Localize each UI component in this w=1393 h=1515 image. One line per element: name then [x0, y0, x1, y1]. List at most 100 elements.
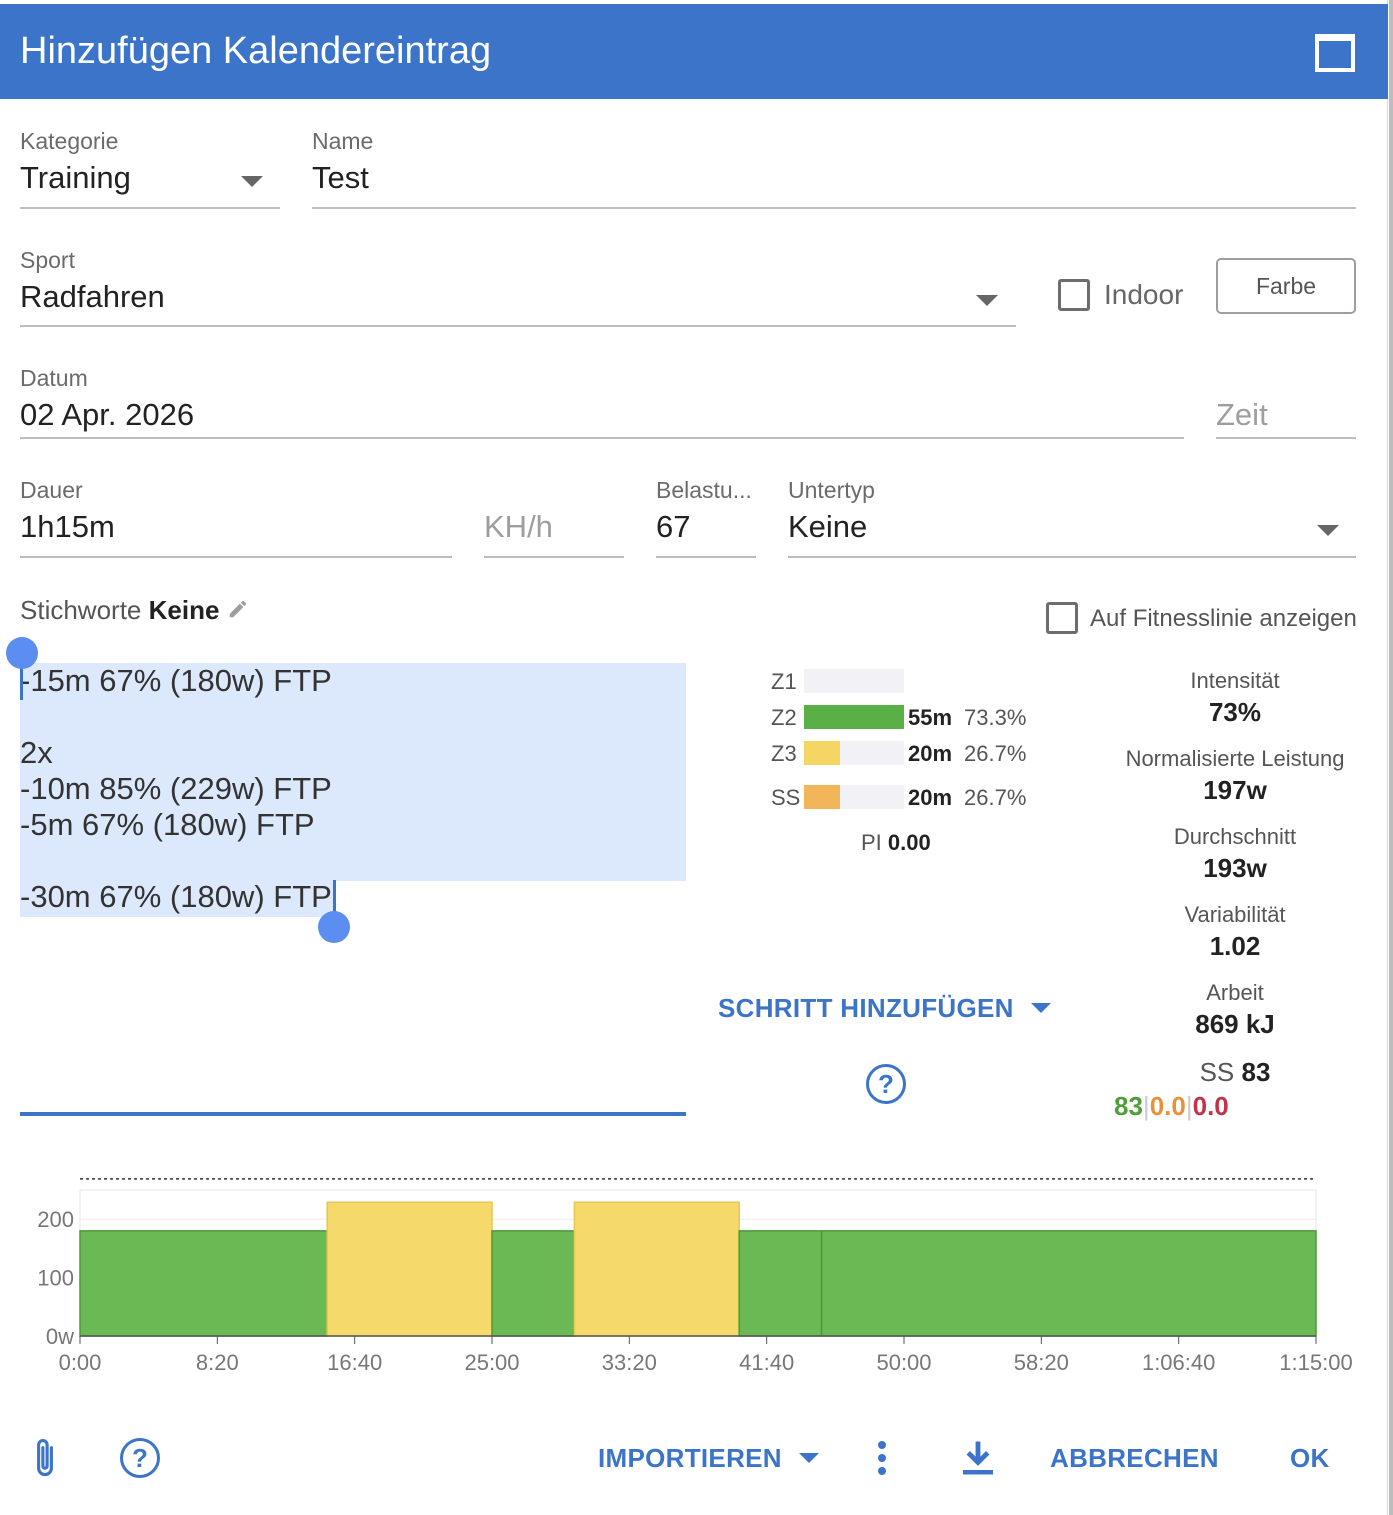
workout-text-editor[interactable]: -15m 67% (180w) FTP 2x -10m 85% (229w) F… [20, 663, 686, 1103]
x-tick-label: 1:06:40 [1142, 1350, 1215, 1375]
x-tick-label: 25:00 [464, 1350, 519, 1375]
zone-percent: 73.3% [964, 705, 1027, 730]
tags-value[interactable]: Keine [148, 595, 220, 625]
intensity-value: 73% [1208, 697, 1262, 727]
x-tick-label: 1:15:00 [1279, 1350, 1352, 1375]
y-tick-label: 200 [37, 1207, 74, 1232]
zone-time: 20m [908, 785, 953, 810]
ss-row: SS 83 [1085, 1057, 1385, 1088]
zone-label: SS [771, 785, 801, 810]
indoor-checkbox[interactable] [1058, 279, 1090, 311]
subtype-select[interactable]: Keine [788, 509, 868, 544]
import-button[interactable]: IMPORTIEREN [598, 1443, 820, 1474]
import-label: IMPORTIEREN [598, 1443, 782, 1473]
name-underline [312, 207, 1356, 209]
text-selection-highlight-tail [20, 881, 334, 917]
cancel-button[interactable]: ABBRECHEN [1050, 1443, 1219, 1473]
power-step-bar [820, 1230, 1317, 1337]
selection-start-bar [20, 660, 23, 700]
time-underline [1216, 437, 1356, 439]
x-tick-label: 16:40 [327, 1350, 382, 1375]
date-input[interactable]: 02 Apr. 2026 [20, 397, 195, 432]
load-underline [656, 556, 756, 558]
average-value: 193w [1203, 853, 1267, 883]
indoor-label: Indoor [1104, 279, 1184, 310]
fitness-line-checkbox[interactable] [1046, 602, 1078, 634]
chevron-down-icon [1031, 1003, 1052, 1013]
date-underline [20, 437, 1184, 439]
ss-breakdown: 83|0.0|0.0 [1114, 1091, 1229, 1122]
category-underline [20, 207, 280, 209]
speed-input[interactable]: KH/h [484, 509, 553, 544]
power-step-bar [573, 1201, 740, 1337]
ok-button[interactable]: OK [1290, 1443, 1330, 1473]
zone-label: Z3 [771, 741, 797, 766]
sport-label: Sport [20, 247, 75, 273]
maximize-icon[interactable] [1315, 34, 1355, 72]
power-step-bar [738, 1230, 823, 1337]
ss-label: SS [1199, 1057, 1235, 1087]
intensity-label: Intensität [1190, 668, 1280, 693]
category-chevron-down-icon[interactable] [241, 176, 263, 187]
time-input[interactable]: Zeit [1216, 397, 1268, 432]
load-label: Belastu... [656, 477, 752, 503]
download-icon[interactable] [960, 1438, 996, 1478]
zone-time: 20m [908, 741, 953, 766]
ss-part-orange: 0.0 [1149, 1091, 1186, 1121]
work-value: 869 kJ [1195, 1009, 1275, 1039]
category-select[interactable]: Training [20, 160, 131, 195]
normalized-power-label: Normalisierte Leistung [1125, 746, 1345, 771]
add-step-label: SCHRITT HINZUFÜGEN [718, 993, 1014, 1023]
workout-power-chart: 0:00 8:20 16:40 25:00 33:20 41:40 50:00 58:20 1:… [37, 1178, 1353, 1375]
sport-select[interactable]: Radfahren [20, 279, 165, 314]
x-tick-label: 41:40 [739, 1350, 794, 1375]
add-step-button[interactable]: SCHRITT HINZUFÜGEN [718, 993, 1052, 1024]
zone-percent: 26.7% [964, 785, 1027, 810]
sport-underline [20, 325, 1016, 327]
dialog-title: Hinzufügen Kalendereintrag [20, 30, 492, 72]
power-step-bar [79, 1230, 328, 1337]
zone-bar-fill [804, 785, 840, 809]
dialog-titlebar: Hinzufügen Kalendereintrag [0, 4, 1388, 99]
x-tick-label: 50:00 [876, 1350, 931, 1375]
help-icon[interactable]: ? [120, 1438, 160, 1478]
normalized-power-value: 197w [1203, 775, 1267, 805]
name-label: Name [312, 128, 374, 154]
pencil-edit-icon[interactable] [227, 598, 249, 620]
duration-input[interactable]: 1h15m [20, 509, 115, 544]
zone-time: 55m [908, 705, 953, 730]
separator: | [1185, 1091, 1193, 1121]
x-tick-label: 0:00 [59, 1350, 102, 1375]
selection-start-handle[interactable] [6, 637, 38, 669]
paperclip-attach-icon[interactable] [28, 1436, 62, 1482]
duration-underline [20, 556, 452, 558]
duration-label: Dauer [20, 477, 83, 503]
y-tick-label: 0w [46, 1324, 74, 1349]
name-input[interactable]: Test [312, 160, 369, 195]
workout-line: -30m 67% (180w) FTP [20, 879, 332, 914]
category-label: Kategorie [20, 128, 119, 154]
ss-part-green: 83 [1114, 1091, 1143, 1121]
help-icon[interactable]: ? [866, 1064, 906, 1104]
zone-bar-background [804, 669, 904, 693]
x-tick-label: 58:20 [1014, 1350, 1069, 1375]
variability-value: 1.02 [1209, 931, 1261, 961]
tags-row: Stichworte Keine [20, 595, 249, 626]
subtype-chevron-down-icon[interactable] [1317, 525, 1339, 536]
more-vertical-icon[interactable] [876, 1441, 888, 1477]
average-label: Durchschnitt [1173, 824, 1297, 849]
x-tick-label: 8:20 [196, 1350, 239, 1375]
chevron-down-icon [799, 1453, 820, 1463]
text-selection-highlight [20, 663, 686, 881]
color-button[interactable]: Farbe [1216, 258, 1356, 314]
work-label: Arbeit [1206, 980, 1264, 1005]
workout-line: -15m 67% (180w) FTP [20, 663, 332, 698]
editor-underline [20, 1112, 686, 1116]
load-input[interactable]: 67 [656, 509, 691, 544]
zone-bar-fill [804, 741, 840, 765]
sport-chevron-down-icon[interactable] [976, 295, 998, 306]
fitness-line-label: Auf Fitnesslinie anzeigen [1090, 605, 1357, 632]
selection-end-handle[interactable] [318, 911, 350, 943]
ss-value: 83 [1241, 1057, 1271, 1087]
